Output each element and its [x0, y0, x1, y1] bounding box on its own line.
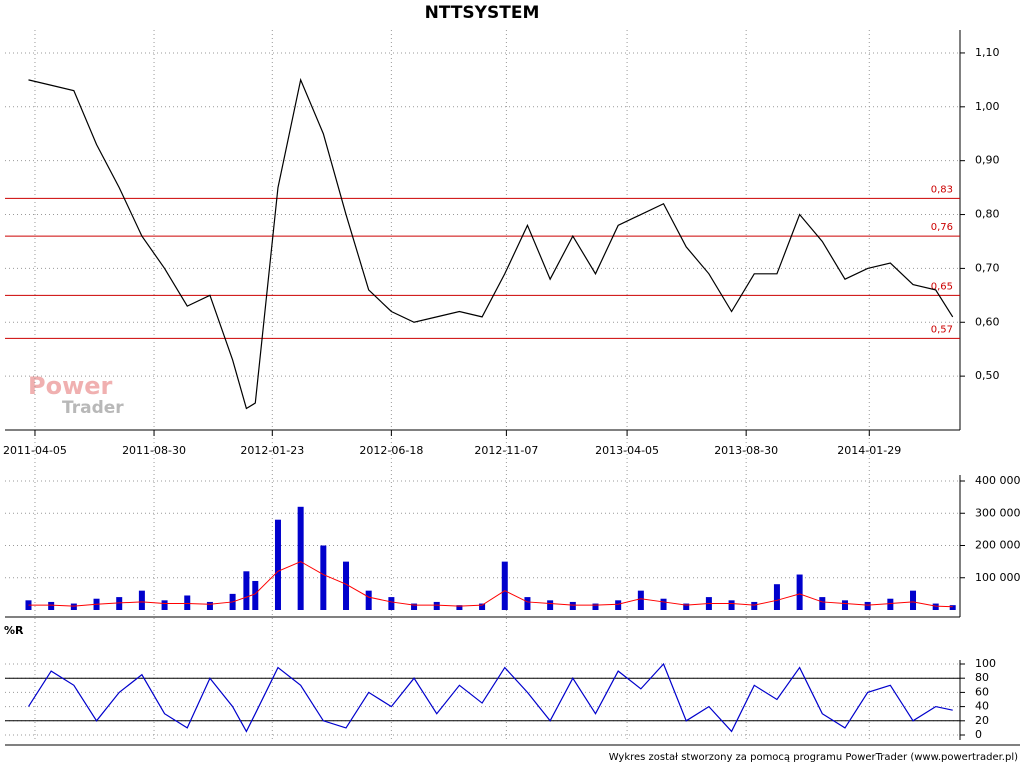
volume-bar [773, 584, 780, 610]
level-label: 0,83 [931, 184, 953, 195]
volume-bar [116, 597, 123, 610]
volume-bar [501, 561, 508, 610]
volume-bar [910, 590, 917, 610]
volume-bar [161, 600, 168, 610]
y-tick-label: 0,80 [975, 208, 1000, 221]
y-tick-label: 0,60 [975, 315, 1000, 328]
volume-bar [274, 519, 281, 610]
volume-bar [365, 590, 372, 610]
volume-bar [433, 601, 440, 610]
watermark: Power [28, 372, 113, 400]
level-label: 0,76 [931, 222, 953, 233]
volume-bar [343, 561, 350, 610]
volume-bar [456, 605, 463, 610]
volume-bar [660, 598, 667, 610]
volume-bar [932, 603, 939, 610]
watermark: Trader [62, 398, 124, 418]
volume-bar [320, 545, 327, 610]
x-tick-label: 2013-04-05 [595, 444, 659, 457]
volume-bar [683, 603, 690, 610]
x-tick-label: 2011-08-30 [122, 444, 186, 457]
volume-bar [751, 601, 758, 610]
x-tick-label: 2013-08-30 [714, 444, 778, 457]
y-tick-label: 300 000 [975, 506, 1021, 519]
volume-bar [243, 571, 250, 610]
data-line [28, 77, 954, 410]
chart-title: NTTSYSTEM [425, 3, 540, 23]
volume-bar [592, 603, 599, 610]
y-tick-label: 0,90 [975, 154, 1000, 167]
volume-bar [819, 597, 826, 610]
volume-bar [411, 603, 418, 610]
volume-bar [48, 601, 55, 610]
volume-bar [297, 506, 304, 610]
y-tick-label: 0 [975, 728, 982, 741]
y-tick-label: 60 [975, 685, 989, 698]
volume-bar [841, 600, 848, 610]
x-tick-label: 2012-11-07 [474, 444, 538, 457]
volume-bar [949, 605, 956, 610]
y-tick-label: 400 000 [975, 474, 1021, 487]
level-label: 0,57 [931, 324, 953, 335]
data-line [28, 561, 953, 608]
y-tick-label: 80 [975, 671, 989, 684]
volume-bar [637, 590, 644, 610]
y-tick-label: 1,10 [975, 46, 1000, 59]
x-tick-label: 2012-06-18 [359, 444, 423, 457]
y-tick-label: 100 000 [975, 571, 1021, 584]
volume-bar [206, 601, 213, 610]
volume-bar [524, 597, 531, 610]
volume-bar [479, 603, 486, 610]
volume-bar [547, 600, 554, 610]
x-tick-label: 2014-01-29 [837, 444, 901, 457]
x-tick-label: 2011-04-05 [3, 444, 67, 457]
volume-bar [569, 601, 576, 610]
volume-bar [70, 603, 77, 610]
y-tick-label: 20 [975, 714, 989, 727]
volume-bar [252, 580, 259, 610]
footer: Wykres został stworzony za pomocą progra… [609, 752, 1018, 763]
volume-bar [796, 574, 803, 610]
volume-bar [184, 595, 191, 610]
y-tick-label: 200 000 [975, 539, 1021, 552]
volume-bar [864, 601, 871, 610]
y-tick-label: 40 [975, 700, 989, 713]
volume-bar [615, 600, 622, 610]
volume-bar [887, 598, 894, 610]
volume-bar [388, 597, 395, 610]
volume-bar [138, 590, 145, 610]
panel-title: %R [4, 624, 24, 637]
level-label: 0,65 [931, 281, 953, 292]
data-line [27, 662, 953, 733]
y-tick-label: 0,70 [975, 261, 1000, 274]
x-tick-label: 2012-01-23 [240, 444, 304, 457]
y-tick-label: 1,00 [975, 100, 1000, 113]
y-tick-label: 0,50 [975, 369, 1000, 382]
volume-bar [728, 600, 735, 610]
y-tick-label: 100 [975, 657, 996, 670]
